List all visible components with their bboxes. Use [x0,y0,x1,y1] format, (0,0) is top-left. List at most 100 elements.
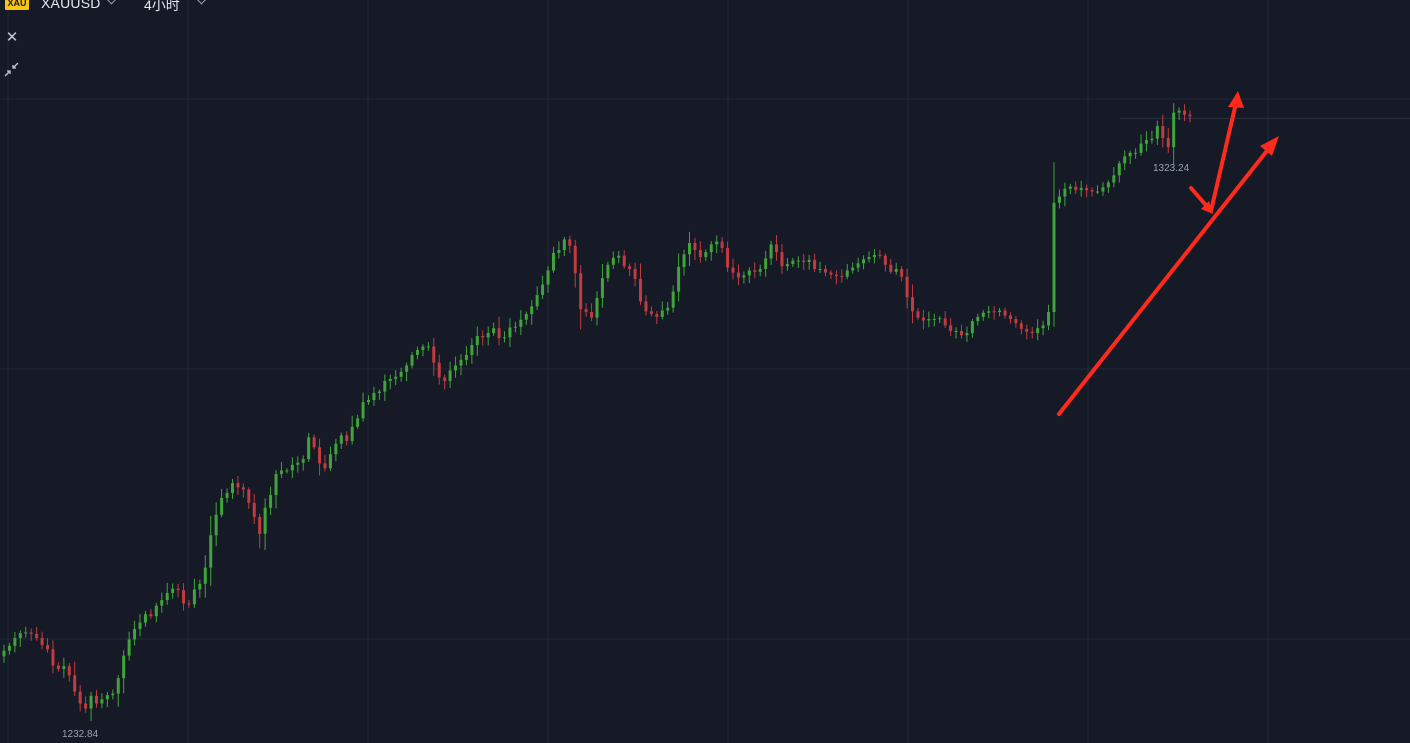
candle-body [1090,190,1094,192]
candle [459,354,463,376]
candle [921,309,925,330]
arrowhead-icon [1228,91,1244,108]
candle-body [339,435,343,444]
symbol-selector[interactable]: XAUUSD [41,0,101,11]
candle-body [1161,126,1165,139]
candle [932,313,936,327]
candle-body [644,301,648,312]
candle [834,270,838,285]
candle [595,291,599,326]
candle-body [981,312,985,317]
candle-body [377,391,381,393]
candle [383,374,387,401]
candle [1150,130,1154,144]
candle [290,457,294,479]
candle-body [856,263,860,268]
candle [998,307,1002,317]
candle-body [1144,140,1148,144]
candle-body [143,614,147,623]
candle [143,610,147,627]
collapse-arrows-icon[interactable] [4,62,19,77]
candle [1177,107,1181,120]
candle-body [464,354,468,360]
candle-body [519,319,523,327]
candle [970,318,974,338]
candle-body [818,269,822,271]
candle [1172,103,1176,165]
candle-body [160,600,164,606]
candle-body [1041,325,1045,329]
candle [633,262,637,287]
candle [448,361,452,389]
interval-selector[interactable]: 4小时 [144,0,180,13]
candle-body [454,365,458,371]
candle-body [503,337,507,339]
candle [154,603,158,623]
candle [519,310,523,335]
candle [590,303,594,322]
candle-body [247,489,251,503]
candle [7,642,11,655]
candle-body [927,319,931,321]
candle [214,502,218,547]
candle-body [269,495,273,508]
candle-body [796,260,800,262]
candle-body [279,470,283,474]
candle [938,316,942,323]
candle-body [318,447,322,464]
candle [361,392,365,422]
candle [138,614,142,637]
candle-body [241,487,245,490]
candle-body [780,252,784,267]
candle [758,264,762,277]
candle [611,251,615,270]
candle [655,311,659,324]
candle-body [1123,156,1127,164]
candle [736,264,740,285]
candle [203,555,207,598]
candle [867,251,871,263]
candle [1106,180,1110,193]
high-price-label: 1323.24 [1153,163,1190,174]
candle-body [1052,202,1056,312]
candle-body [709,244,713,253]
candle-body [105,695,109,700]
candle-body [785,264,789,267]
candle [46,638,50,653]
candle-body [769,244,773,259]
candle [829,270,833,280]
candle-body [660,310,664,317]
candle-body [976,316,980,322]
close-icon[interactable]: ✕ [5,29,19,46]
candle [367,395,371,405]
arrowhead-icon [1260,136,1279,156]
candle-body [1079,188,1083,191]
candle-body [312,437,316,448]
candle [720,237,724,253]
candle [198,579,202,598]
candle [1014,316,1018,328]
candle-body [562,239,566,251]
candle-body [622,255,626,267]
candle [187,599,191,608]
candle [813,253,817,272]
candle-body [606,264,610,279]
candle-body [296,462,300,465]
candle [149,609,153,619]
candle [1101,182,1105,196]
candle [56,662,60,672]
candle-body [214,514,218,536]
candle-body [1019,323,1023,329]
candle-body [535,295,539,307]
candle [18,630,22,647]
candle [1134,148,1138,159]
candle-body [122,655,126,679]
candle-body [448,370,452,382]
candle [600,263,604,308]
candle [513,321,517,333]
candle [192,578,196,608]
candle-body [7,645,11,651]
candle-body [263,507,267,534]
trend-arrow-long [1057,145,1272,416]
candle [1183,104,1187,122]
